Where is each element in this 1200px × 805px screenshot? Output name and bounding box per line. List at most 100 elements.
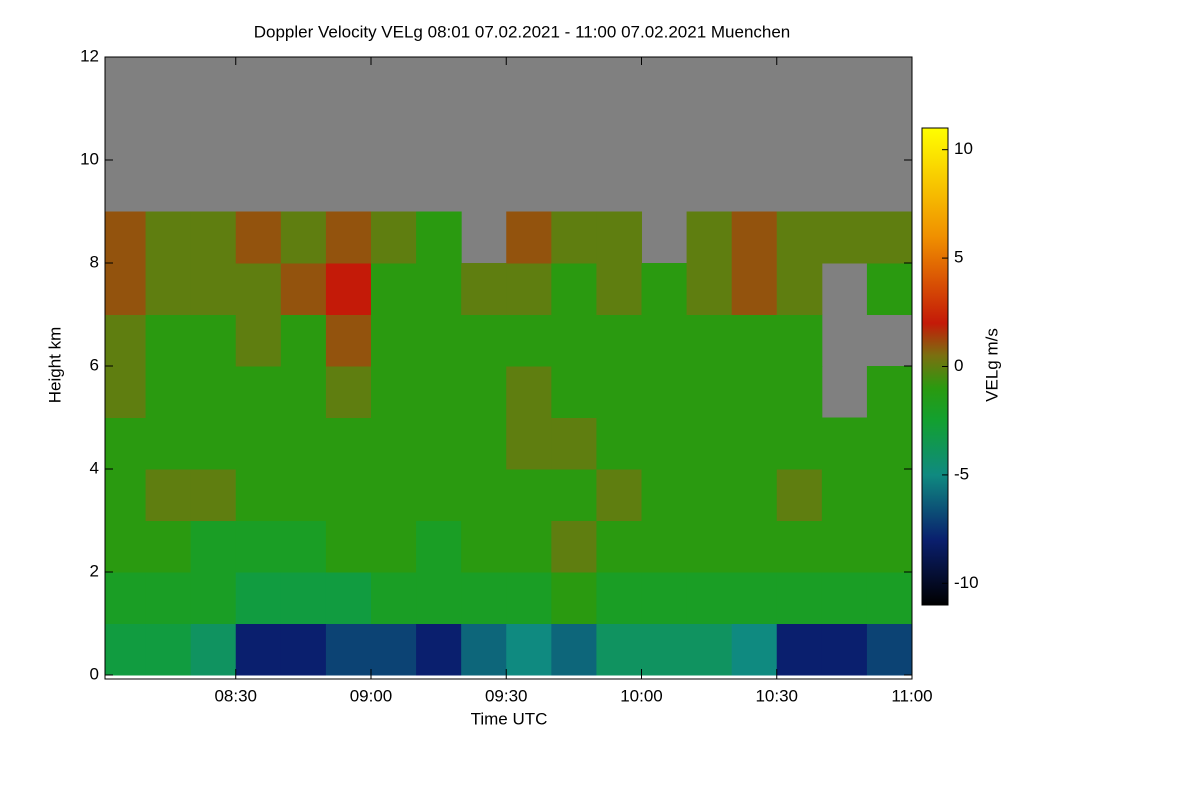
- heatmap-cell: [731, 211, 778, 264]
- heatmap-cell: [506, 211, 552, 264]
- heatmap-cell: [506, 623, 552, 676]
- heatmap-cell: [370, 263, 417, 315]
- x-tick-label: 08:30: [214, 686, 257, 705]
- heatmap-cell: [506, 263, 552, 315]
- heatmap-cell: [686, 263, 733, 315]
- heatmap-cell: [325, 314, 372, 367]
- heatmap-cell: [370, 314, 417, 367]
- heatmap-cell: [461, 366, 507, 418]
- heatmap-cell: [596, 263, 642, 315]
- heatmap-cell: [461, 572, 507, 624]
- heatmap-cell: [145, 623, 192, 676]
- heatmap-cell: [731, 417, 778, 470]
- heatmap-cell: [416, 572, 462, 624]
- heatmap-cell: [190, 314, 237, 367]
- heatmap-cell: [235, 520, 282, 573]
- heatmap-cell: [280, 520, 327, 573]
- heatmap-cell: [280, 572, 327, 624]
- heatmap-cell: [731, 314, 778, 367]
- heatmap-cell: [641, 469, 688, 521]
- heatmap-cell: [190, 211, 237, 264]
- heatmap-cell: [776, 623, 823, 676]
- colorbar-tick-label: 10: [954, 139, 973, 158]
- heatmap-cell: [145, 469, 192, 521]
- heatmap-cell: [596, 314, 642, 367]
- heatmap-cell: [461, 263, 507, 315]
- heatmap-cell: [686, 469, 733, 521]
- heatmap-cell: [506, 417, 552, 470]
- heatmap-cell: [235, 211, 282, 264]
- heatmap-cell: [731, 263, 778, 315]
- heatmap-cell: [105, 417, 147, 470]
- x-axis-label: Time UTC: [471, 709, 548, 728]
- heatmap-cell: [145, 366, 192, 418]
- heatmap-cell: [731, 572, 778, 624]
- heatmap-cell: [235, 417, 282, 470]
- heatmap-cell: [105, 469, 147, 521]
- heatmap-cell: [551, 314, 597, 367]
- heatmap-cell: [280, 417, 327, 470]
- heatmap-cell: [461, 623, 507, 676]
- heatmap-cell: [416, 211, 462, 264]
- heatmap-cell: [370, 211, 417, 264]
- heatmap-cell: [370, 623, 417, 676]
- heatmap-cell: [105, 520, 147, 573]
- heatmap-cell: [461, 469, 507, 521]
- heatmap-cell: [596, 623, 642, 676]
- heatmap-cell: [776, 211, 823, 264]
- heatmap-cell: [776, 366, 823, 418]
- heatmap-cell: [235, 314, 282, 367]
- heatmap-cell: [731, 366, 778, 418]
- colorbar-tick-label: 0: [954, 356, 963, 375]
- heatmap-cell: [190, 623, 237, 676]
- heatmap-cell: [325, 417, 372, 470]
- heatmap-cell: [866, 211, 913, 264]
- heatmap-cell: [416, 366, 462, 418]
- heatmap-cell: [325, 211, 372, 264]
- heatmap-cell: [551, 469, 597, 521]
- heatmap-cell: [235, 469, 282, 521]
- heatmap-cell: [596, 469, 642, 521]
- y-tick-label: 2: [90, 561, 99, 580]
- heatmap-cell: [370, 520, 417, 573]
- heatmap-cell: [776, 314, 823, 367]
- heatmap-cell: [280, 211, 327, 264]
- heatmap-cell: [821, 417, 868, 470]
- heatmap-cell: [280, 469, 327, 521]
- heatmap-cell: [416, 520, 462, 573]
- heatmap-cell: [105, 211, 147, 264]
- heatmap-cell: [821, 623, 868, 676]
- y-tick-label: 6: [90, 355, 99, 374]
- heatmap-cell: [686, 572, 733, 624]
- heatmap-cell: [641, 366, 688, 418]
- heatmap-cell: [641, 263, 688, 315]
- heatmap-cell: [145, 263, 192, 315]
- heatmap-cell: [235, 572, 282, 624]
- heatmap-cell: [776, 572, 823, 624]
- heatmap-cell: [325, 520, 372, 573]
- heatmap-cell: [235, 623, 282, 676]
- heatmap-cell: [105, 572, 147, 624]
- heatmap-cell: [145, 314, 192, 367]
- heatmap-cell: [506, 572, 552, 624]
- heatmap-cell: [776, 417, 823, 470]
- heatmap-cell: [370, 417, 417, 470]
- colorbar-label: VELg m/s: [982, 328, 1001, 402]
- heatmap-cell: [506, 469, 552, 521]
- heatmap-cell: [821, 520, 868, 573]
- heatmap-cell: [190, 263, 237, 315]
- heatmap-cell: [776, 263, 823, 315]
- x-tick-label: 10:00: [620, 686, 663, 705]
- heatmap-cell: [325, 366, 372, 418]
- heatmap-cell: [325, 263, 372, 315]
- heatmap-cell: [190, 572, 237, 624]
- heatmap: [105, 211, 913, 676]
- heatmap-cell: [280, 263, 327, 315]
- heatmap-cell: [416, 314, 462, 367]
- heatmap-cell: [370, 366, 417, 418]
- heatmap-cell: [731, 623, 778, 676]
- heatmap-cell: [641, 572, 688, 624]
- heatmap-cell: [105, 366, 147, 418]
- heatmap-cell: [866, 417, 913, 470]
- heatmap-cell: [416, 263, 462, 315]
